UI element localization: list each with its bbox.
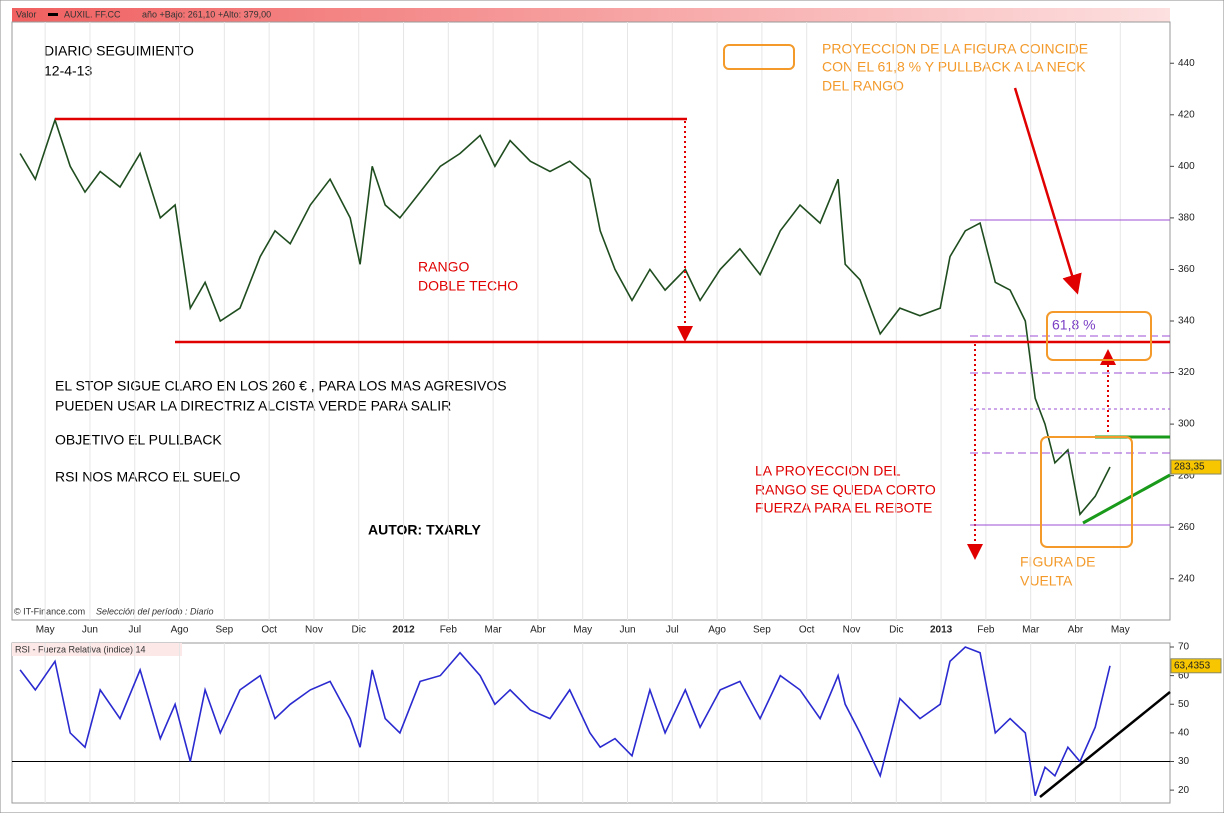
x-tick-label: May [573, 625, 592, 636]
x-tick-label: Abr [1068, 625, 1084, 636]
annotation: PROYECCION DE LA FIGURA COINCIDE [822, 41, 1088, 57]
trend-line [1082, 473, 1171, 525]
x-tick-label: Sep [753, 625, 771, 636]
series-line [19, 117, 1111, 517]
x-tick-label: Mar [1022, 625, 1040, 636]
header-label: Valor [16, 9, 36, 19]
pointer-arrow [1013, 87, 1082, 295]
y-tick-label: 360 [1178, 264, 1195, 275]
y-tick-label: 320 [1178, 367, 1195, 378]
series-line [19, 646, 1111, 797]
y-tick-label: 70 [1178, 642, 1190, 653]
x-tick-label: Feb [977, 625, 995, 636]
annotation: 61,8 % [1052, 317, 1096, 333]
last-value-box [1170, 658, 1222, 674]
header-symbol: AUXIL. FF.CC [64, 9, 121, 19]
legend-box [723, 44, 795, 70]
y-tick-label: 20 [1178, 785, 1190, 796]
x-tick-label: Ago [708, 625, 726, 636]
x-tick-label: Sep [215, 625, 233, 636]
annotation: RSI NOS MARCO EL SUELO [55, 469, 241, 485]
x-tick-label: 2012 [392, 625, 415, 636]
last-value-label: 63,4353 [1174, 660, 1211, 671]
pattern-box [1040, 436, 1133, 548]
x-tick-label: May [1111, 625, 1130, 636]
x-tick-label: 2013 [930, 625, 953, 636]
annotation: DEL RANGO [822, 78, 904, 94]
rsi-title: RSI - Fuerza Relativa (indice) 14 [15, 644, 146, 654]
annotation: RANGO SE QUEDA CORTO [755, 482, 936, 498]
annotation: EL STOP SIGUE CLARO EN LOS 260 € , PARA … [55, 378, 507, 394]
annotation: FUERZA PARA EL REBOTE [755, 500, 932, 516]
annotation: DIARIO SEGUIMIENTO [44, 43, 194, 59]
x-tick-label: Dic [889, 625, 903, 636]
y-tick-label: 440 [1178, 58, 1195, 69]
x-tick-label: Jun [619, 625, 635, 636]
last-value-box [1170, 459, 1222, 475]
footer-source: © IT-Finance.com [14, 606, 85, 616]
y-tick-label: 400 [1178, 161, 1195, 172]
legend-swatch [48, 13, 58, 16]
y-tick-label: 340 [1178, 316, 1195, 327]
rsi-panel [11, 642, 1171, 804]
x-tick-label: Nov [843, 625, 861, 636]
annotation: DOBLE TECHO [418, 278, 518, 294]
y-tick-label: 30 [1178, 756, 1190, 767]
y-tick-label: 380 [1178, 213, 1195, 224]
last-value-label: 283,35 [1174, 462, 1205, 473]
y-tick-label: 40 [1178, 728, 1190, 739]
annotation: OBJETIVO EL PULLBACK [55, 432, 222, 448]
x-tick-label: Nov [305, 625, 323, 636]
rsi-title-bar [12, 643, 182, 656]
y-tick-label: 240 [1178, 573, 1195, 584]
x-tick-label: Feb [440, 625, 458, 636]
target-box [1046, 311, 1152, 361]
y-tick-label: 50 [1178, 699, 1190, 710]
annotation: LA PROYECCION DEL [755, 463, 901, 479]
footer-period: Selección del período : Diario [96, 606, 214, 616]
y-tick-label: 260 [1178, 522, 1195, 533]
y-tick-label: 420 [1178, 109, 1195, 120]
x-tick-label: Mar [485, 625, 503, 636]
y-tick-label: 60 [1178, 670, 1190, 681]
x-tick-label: Jul [128, 625, 141, 636]
x-tick-label: Abr [530, 625, 546, 636]
annotation: FIGURA DE [1020, 554, 1095, 570]
annotation: PUEDEN USAR LA DIRECTRIZ ALCISTA VERDE P… [55, 398, 451, 414]
annotation: CON EL 61,8 % Y PULLBACK A LA NECK [822, 59, 1086, 75]
x-tick-label: Oct [261, 625, 277, 636]
y-tick-label: 300 [1178, 419, 1195, 430]
header-range: año +Bajo: 261,10 +Alto: 379,00 [142, 9, 271, 19]
annotation: VUELTA [1020, 573, 1073, 589]
annotation: RANGO [418, 259, 469, 275]
x-tick-label: Jun [82, 625, 98, 636]
x-tick-label: Ago [171, 625, 189, 636]
annotations [55, 44, 1171, 798]
x-tick-label: Dic [352, 625, 366, 636]
x-tick-label: Oct [799, 625, 815, 636]
rsi-trend-line [1039, 691, 1171, 798]
annotation: 12-4-13 [44, 63, 92, 79]
annotation: AUTOR: TXARLY [368, 522, 481, 538]
x-tick-label: Jul [666, 625, 679, 636]
header-bar [12, 8, 1170, 22]
x-tick-label: May [36, 625, 55, 636]
y-tick-label: 280 [1178, 470, 1195, 481]
